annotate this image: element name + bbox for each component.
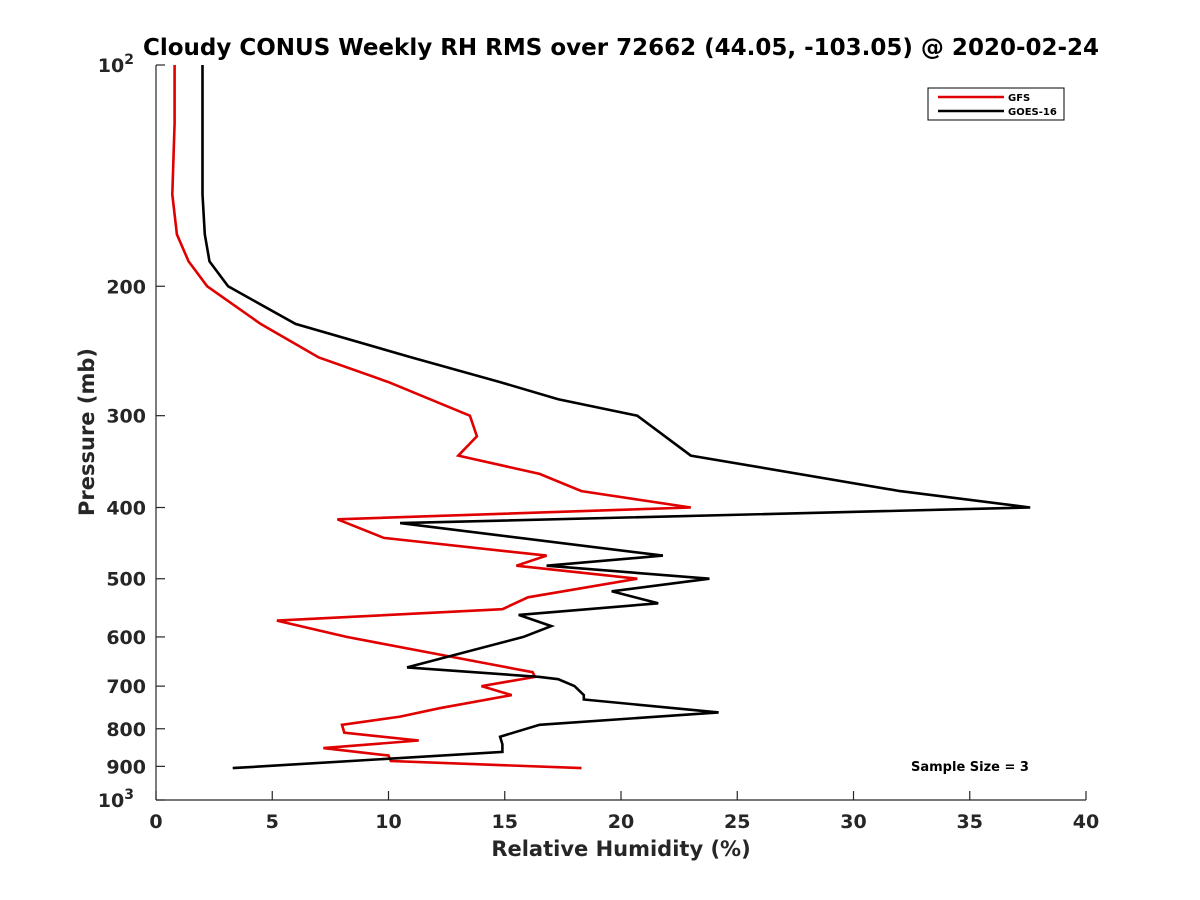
y-tick-label: 103 [98,787,134,812]
y-tick-label: 900 [106,756,146,778]
y-tick-base: 10 [98,55,124,77]
x-axis-label: Relative Humidity (%) [491,837,750,861]
x-tick-label: 40 [1073,811,1099,833]
y-tick-label: 800 [106,719,146,741]
legend-label-gfs: GFS [1008,93,1030,104]
series-line-gfs [170,65,691,770]
x-tick-label: 5 [266,811,279,833]
x-tick-label: 10 [375,811,401,833]
chart-title: Cloudy CONUS Weekly RH RMS over 72662 (4… [143,35,1099,61]
y-tick-label: 700 [106,676,146,698]
y-tick-label: 500 [106,569,146,591]
x-tick-label: 15 [492,811,518,833]
y-tick-label: 600 [106,627,146,649]
y-tick-exponent: 2 [124,52,134,68]
x-tick-label: 20 [608,811,634,833]
x-axis-ticks: 0 5 10 15 20 25 30 35 40 [149,791,1099,833]
y-tick-label: 200 [106,276,146,298]
legend: GFS GOES-16 [927,87,1065,121]
x-tick-label: 0 [149,811,162,833]
y-tick-label: 300 [106,406,146,428]
y-tick-label: 400 [106,498,146,520]
legend-box [927,87,1065,121]
sample-size-annotation: Sample Size = 3 [911,760,1029,775]
legend-label-goes16: GOES-16 [1008,107,1057,118]
x-tick-label: 35 [957,811,983,833]
y-tick-base: 10 [98,790,124,812]
y-tick-exponent: 3 [124,787,134,803]
x-tick-label: 30 [840,811,866,833]
x-tick-label: 25 [724,811,750,833]
y-tick-label: 102 [98,52,134,77]
y-axis-label: Pressure (mb) [75,348,99,516]
series-layer [170,65,1031,770]
series-line-goes16 [201,65,1031,770]
